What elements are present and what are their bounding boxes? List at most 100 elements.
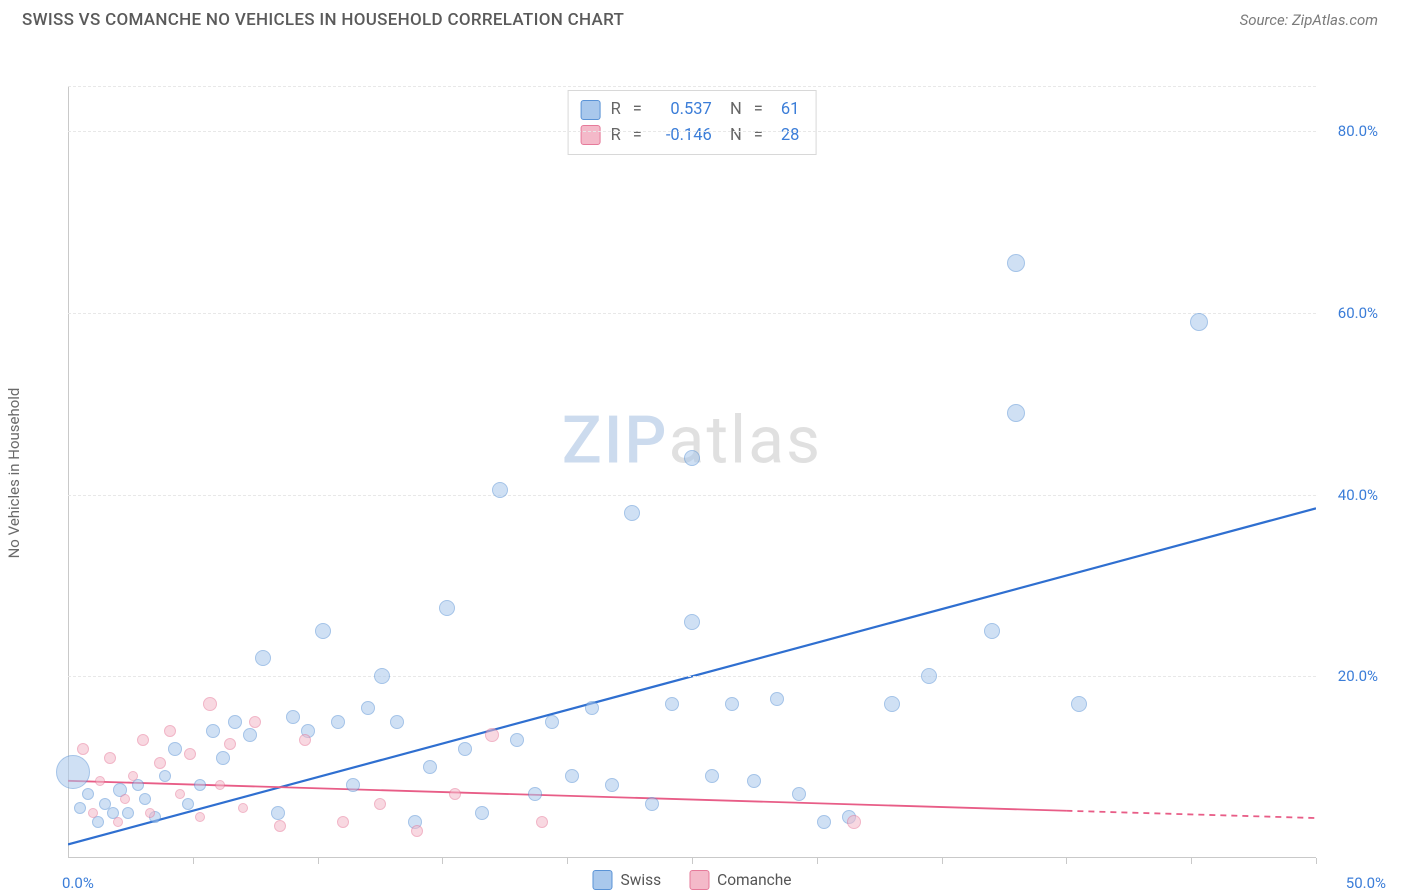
bubble-swiss	[122, 807, 134, 819]
bubble-swiss	[475, 806, 489, 820]
bubble-swiss	[770, 692, 784, 706]
bubble-swiss	[921, 668, 937, 684]
legend-item-swiss: Swiss	[592, 870, 661, 890]
bubble-swiss	[206, 724, 220, 738]
bubble-comanche	[113, 817, 123, 827]
watermark-atlas: atlas	[669, 403, 823, 480]
bubble-swiss	[492, 482, 508, 498]
bubble-swiss	[458, 742, 472, 756]
bubble-comanche	[249, 716, 261, 728]
stat-r-value-swiss: 0.537	[654, 97, 712, 123]
bubble-comanche	[449, 788, 461, 800]
bubble-comanche	[203, 697, 217, 711]
bubble-comanche	[337, 816, 349, 828]
x-tick	[817, 858, 818, 864]
legend-item-comanche: Comanche	[689, 870, 791, 890]
bubble-swiss	[168, 742, 182, 756]
chart-title: SWISS VS COMANCHE NO VEHICLES IN HOUSEHO…	[22, 10, 624, 30]
bubble-swiss	[984, 623, 1000, 639]
bubble-comanche	[238, 803, 248, 813]
bubble-swiss	[1007, 254, 1025, 272]
bubble-swiss	[545, 715, 559, 729]
y-tick-label: 80.0%	[1338, 122, 1378, 140]
bubble-swiss	[725, 697, 739, 711]
bubble-comanche	[175, 789, 185, 799]
bubble-swiss	[346, 778, 360, 792]
bubble-comanche	[411, 825, 423, 837]
bubble-comanche	[164, 725, 176, 737]
legend-label-swiss: Swiss	[620, 871, 661, 889]
x-tick	[442, 858, 443, 864]
bubble-comanche	[847, 815, 861, 829]
bubble-swiss	[705, 769, 719, 783]
bubble-swiss	[315, 623, 331, 639]
bubble-comanche	[77, 743, 89, 755]
bubble-swiss	[271, 806, 285, 820]
y-axis-label: No Vehicles in Household	[5, 388, 23, 559]
bubble-comanche	[88, 808, 98, 818]
swatch-swiss	[581, 100, 601, 120]
bubble-comanche	[95, 776, 105, 786]
bubble-swiss	[216, 751, 230, 765]
bubble-swiss	[159, 770, 171, 782]
x-tick	[1191, 858, 1192, 864]
bubble-swiss	[374, 668, 390, 684]
bubble-swiss	[182, 798, 194, 810]
stat-n-label: N	[722, 97, 742, 123]
bubble-comanche	[184, 748, 196, 760]
chart-area: No Vehicles in Household ZIPatlas R = 0.…	[22, 38, 1384, 892]
bubble-swiss	[817, 815, 831, 829]
x-tick	[193, 858, 194, 864]
bubble-swiss	[528, 787, 542, 801]
x-tick	[567, 858, 568, 864]
bubble-comanche	[120, 794, 130, 804]
x-tick	[692, 858, 693, 864]
x-tick	[318, 858, 319, 864]
legend-label-comanche: Comanche	[717, 871, 791, 889]
gridline	[68, 131, 1316, 132]
bubble-comanche	[485, 728, 499, 742]
bubble-swiss	[645, 797, 659, 811]
stat-r-value-comanche: -0.146	[654, 123, 712, 149]
bubble-swiss	[56, 755, 90, 789]
bubble-swiss	[1007, 404, 1025, 422]
swatch-comanche	[581, 125, 601, 145]
bubble-swiss	[423, 760, 437, 774]
bubble-swiss	[585, 701, 599, 715]
y-tick-label: 60.0%	[1338, 304, 1378, 322]
gridline	[68, 495, 1316, 496]
x-axis-min-label: 0.0%	[62, 874, 94, 892]
bubble-comanche	[154, 757, 166, 769]
bubble-swiss	[1190, 313, 1208, 331]
stat-r-label: R	[611, 97, 621, 123]
bubble-swiss	[331, 715, 345, 729]
stats-row-swiss: R = 0.537 N = 61	[581, 97, 800, 123]
bubble-comanche	[374, 798, 386, 810]
bubble-swiss	[255, 650, 271, 666]
bubble-swiss	[510, 733, 524, 747]
bubble-comanche	[104, 752, 116, 764]
trend-lines	[68, 86, 1316, 858]
bubble-swiss	[747, 774, 761, 788]
bubble-comanche	[224, 738, 236, 750]
bubble-swiss	[624, 505, 640, 521]
bubble-swiss	[243, 728, 257, 742]
bubble-swiss	[228, 715, 242, 729]
stat-n-value-comanche: 28	[775, 123, 800, 149]
bubble-comanche	[128, 771, 138, 781]
bubble-comanche	[215, 780, 225, 790]
bubble-comanche	[299, 734, 311, 746]
x-tick	[1316, 858, 1317, 864]
bubble-swiss	[82, 788, 94, 800]
x-tick	[942, 858, 943, 864]
bubble-swiss	[74, 802, 86, 814]
y-axis-line	[68, 86, 69, 858]
bubble-swiss	[684, 614, 700, 630]
stats-row-comanche: R = -0.146 N = 28	[581, 123, 800, 149]
series-legend: Swiss Comanche	[592, 870, 791, 890]
x-tick	[1066, 858, 1067, 864]
gridline	[68, 86, 1316, 87]
bubble-swiss	[792, 787, 806, 801]
y-tick-label: 20.0%	[1338, 667, 1378, 685]
bubble-comanche	[536, 816, 548, 828]
